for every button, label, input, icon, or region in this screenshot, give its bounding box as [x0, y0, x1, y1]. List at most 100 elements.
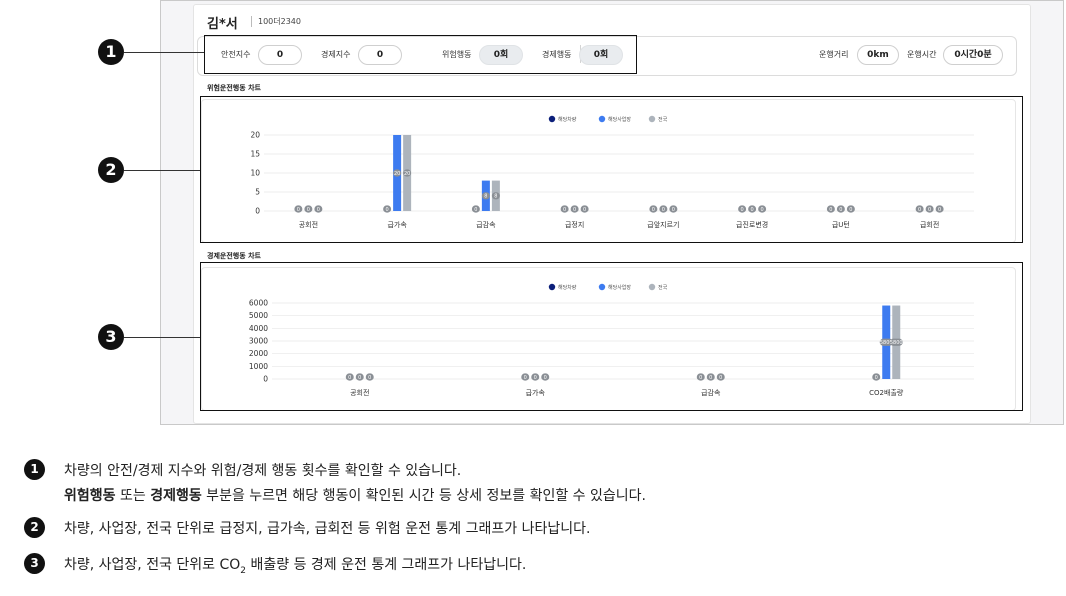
data-label: 0 — [563, 207, 566, 213]
y-tick-label: 0 — [263, 375, 268, 384]
data-label: 0 — [761, 207, 764, 213]
category-label: 급회전 — [920, 220, 939, 229]
data-label-bg — [355, 373, 364, 381]
data-label-bg — [294, 205, 303, 213]
callout-2-line — [124, 170, 200, 171]
risk-behavior-chart: 해당차량 해당사업장 전국 0 5 10 15 20 0 0 0 공회전 0 20 20 급가속 0 8 8 급감속 0… — [250, 115, 974, 229]
data-label-bg — [879, 338, 893, 346]
note-1-connector: 또는 — [115, 488, 151, 504]
risk-chart-title: 위험운전행동 차트 — [207, 84, 261, 92]
category-label: 급앞지르기 — [647, 220, 679, 229]
data-label: 0 — [709, 375, 712, 381]
data-label-bg — [481, 192, 490, 200]
legend-label: 해당차량 — [558, 116, 577, 123]
data-label-bg — [836, 205, 845, 213]
data-label-bg — [580, 205, 589, 213]
legend-label: 전국 — [658, 284, 668, 291]
category-label: 급진로변경 — [736, 220, 768, 229]
data-label: 0 — [741, 207, 744, 213]
data-label-bg — [314, 205, 323, 213]
y-tick-label: 10 — [250, 169, 260, 178]
y-tick-label: 2000 — [249, 349, 268, 358]
callout-3-line — [124, 337, 200, 338]
data-label: 0 — [652, 207, 655, 213]
y-tick-label: 6000 — [249, 299, 268, 308]
data-label-bg — [471, 205, 480, 213]
eco-chart-title: 경제운전행동 차트 — [207, 252, 261, 260]
legend-marker — [598, 283, 606, 291]
data-label-bg — [748, 205, 757, 213]
eco-chart-highlight-box — [200, 262, 1023, 411]
data-label: 0 — [662, 207, 665, 213]
data-label: 0 — [534, 375, 537, 381]
legend-marker — [648, 283, 656, 291]
data-label: 0 — [474, 207, 477, 213]
data-label: 0 — [829, 207, 832, 213]
data-label-bg — [570, 205, 579, 213]
note-3-text: 차량, 사업장, 전국 단위로 CO2 배출량 등 경제 운전 통계 그래프가 … — [64, 554, 526, 576]
data-label: 0 — [386, 207, 389, 213]
safety-index-label: 안전지수 — [221, 50, 251, 59]
data-label: 5800 — [890, 340, 903, 346]
data-label: 0 — [928, 207, 931, 213]
data-label: 0 — [583, 207, 586, 213]
data-label-bg — [531, 373, 540, 381]
data-label-bg — [403, 169, 412, 177]
safety-index-value: 0 — [258, 45, 302, 65]
data-label: 0 — [358, 375, 361, 381]
note-1-line-2: 위험행동 또는 경제행동 부분을 누르면 해당 행동이 확인된 시간 등 상세 … — [64, 485, 646, 505]
category-label: 급감속 — [701, 389, 721, 397]
data-label-bg — [521, 373, 530, 381]
data-label-bg — [826, 205, 835, 213]
data-label-bg — [491, 192, 500, 200]
category-label: CO2배출량 — [869, 388, 904, 397]
legend-label: 전국 — [658, 116, 668, 123]
note-1-line-1: 차량의 안전/경제 지수와 위험/경제 행동 횟수를 확인할 수 있습니다. — [64, 463, 462, 479]
y-tick-label: 4000 — [249, 324, 268, 333]
eco-behavior-count-button[interactable]: 0회 — [579, 45, 623, 65]
data-label: 0 — [918, 207, 921, 213]
note-1-risk-term: 위험행동 — [64, 488, 116, 504]
data-label-bg — [659, 205, 668, 213]
data-label: 0 — [699, 375, 702, 381]
drive-time-value: 0시간0분 — [943, 45, 1003, 65]
data-label-bg — [560, 205, 569, 213]
stats-highlight-box — [204, 35, 637, 74]
data-label-bg — [669, 205, 678, 213]
note-3-badge: 3 — [24, 553, 45, 574]
data-label: 0 — [938, 207, 941, 213]
data-label-bg — [345, 373, 354, 381]
eco-behavior-label[interactable]: 경제행동 — [542, 50, 572, 59]
y-tick-label: 3000 — [249, 337, 268, 346]
y-tick-label: 0 — [255, 207, 260, 216]
data-label-bg — [365, 373, 374, 381]
category-label: 급가속 — [387, 220, 407, 229]
note-3: 3 차량, 사업장, 전국 단위로 CO2 배출량 등 경제 운전 통계 그래프… — [24, 553, 1030, 576]
legend-marker — [548, 115, 556, 123]
data-label: 0 — [524, 375, 527, 381]
data-label: 5800 — [880, 340, 893, 346]
data-label-bg — [889, 338, 903, 346]
data-label-bg — [304, 205, 313, 213]
note-2: 2 차량, 사업장, 전국 단위로 급정지, 급가속, 급회전 등 위험 운전 … — [24, 517, 1030, 538]
drive-time-label: 운행시간 — [907, 50, 937, 59]
data-label: 0 — [544, 375, 547, 381]
callout-1-line — [124, 52, 204, 53]
risk-behavior-label[interactable]: 위험행동 — [442, 50, 472, 59]
note-1-eco-term: 경제행동 — [150, 488, 202, 504]
economy-index-value: 0 — [358, 45, 402, 65]
category-label: 공회전 — [350, 388, 369, 397]
callout-2-badge: 2 — [98, 157, 124, 183]
risk-behavior-count-button[interactable]: 0회 — [479, 45, 523, 65]
data-label: 0 — [317, 207, 320, 213]
note-2-badge: 2 — [24, 517, 45, 538]
distance-label: 운행거리 — [819, 50, 849, 59]
data-label-bg — [649, 205, 658, 213]
data-label-bg — [925, 205, 934, 213]
data-label: 0 — [751, 207, 754, 213]
data-label-bg — [872, 373, 881, 381]
eco-chart-card — [201, 267, 1016, 411]
vehicle-plate: 100더2340 — [251, 16, 301, 27]
data-label: 20 — [404, 171, 410, 177]
note-1: 1 차량의 안전/경제 지수와 위험/경제 행동 횟수를 확인할 수 있습니다.… — [24, 459, 1030, 505]
